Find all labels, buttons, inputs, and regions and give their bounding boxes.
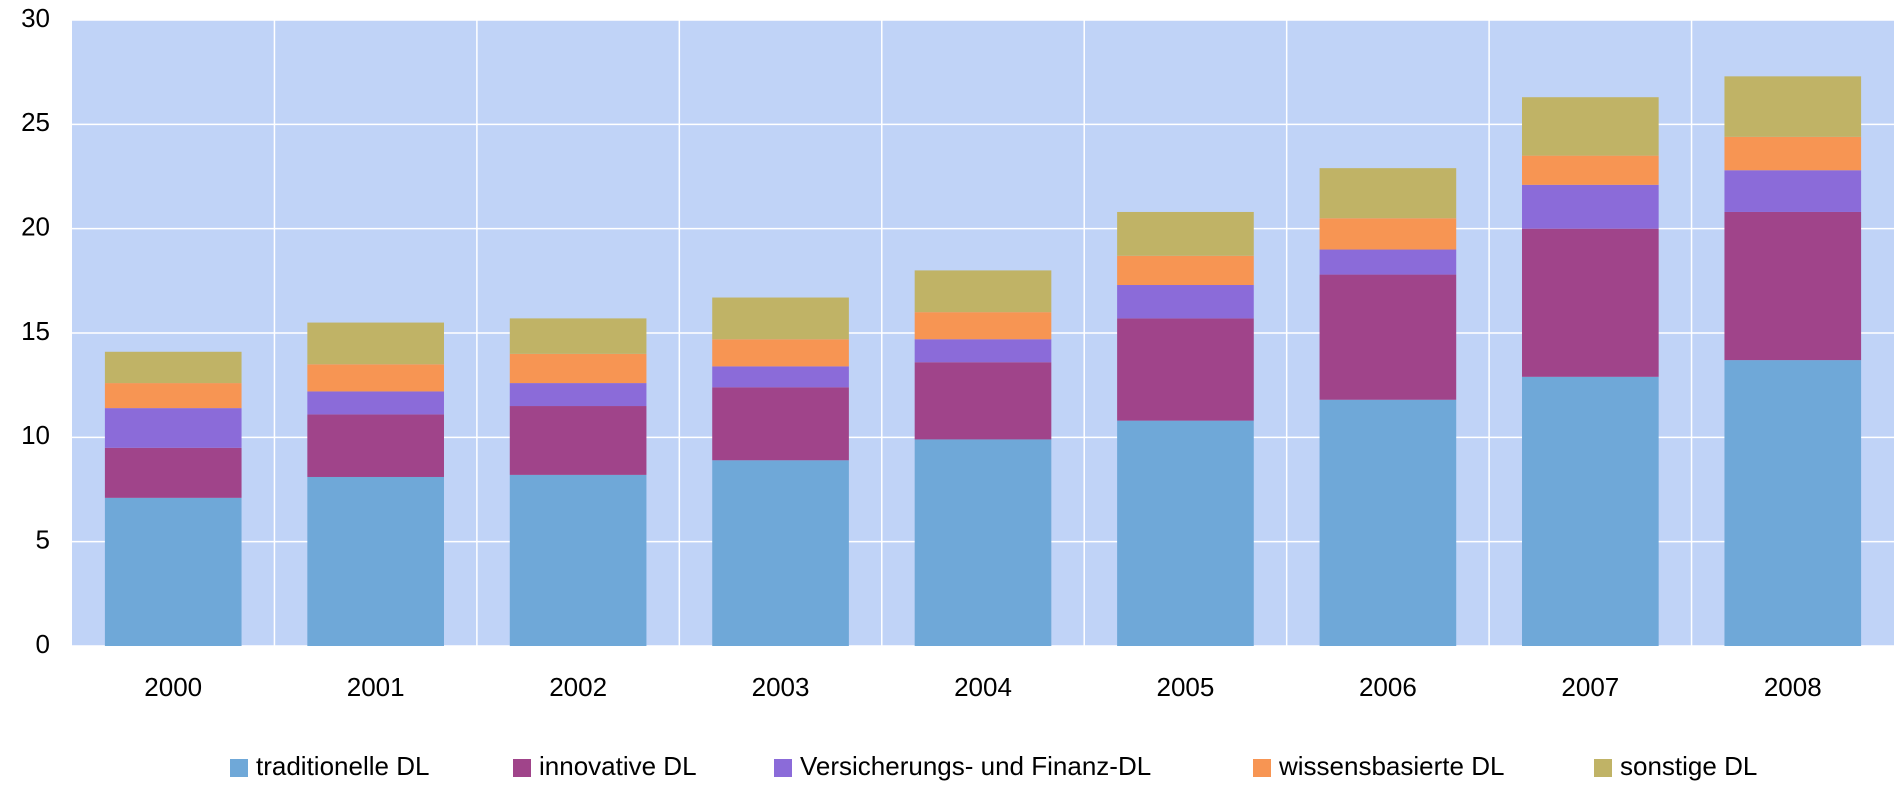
bar-segment (712, 297, 849, 340)
bar-segment (914, 270, 1052, 313)
x-tick-label: 2000 (144, 672, 202, 702)
bar-segment (1724, 360, 1862, 646)
bar-segment (104, 383, 242, 409)
bar-segment (914, 339, 1052, 363)
x-tick-label: 2008 (1764, 672, 1822, 702)
bar-segment (509, 383, 647, 407)
x-tick-label: 2003 (752, 672, 810, 702)
y-tick-label: 0 (36, 629, 50, 659)
bar-segment (104, 408, 242, 448)
x-tick-label: 2007 (1561, 672, 1619, 702)
y-tick-label: 30 (21, 3, 50, 33)
bar-segment (914, 439, 1052, 646)
bar-segment (1724, 136, 1862, 171)
legend-label: innovative DL (539, 751, 697, 781)
legend-swatch (230, 759, 248, 777)
legend-label: wissensbasierte DL (1278, 751, 1504, 781)
bar-segment (104, 447, 242, 498)
legend-label: sonstige DL (1620, 751, 1757, 781)
x-tick-label: 2006 (1359, 672, 1417, 702)
bar-segment (509, 353, 647, 384)
bar-segment (1319, 249, 1457, 275)
x-tick-label: 2004 (954, 672, 1012, 702)
y-tick-label: 20 (21, 212, 50, 242)
bar-segment (1117, 420, 1254, 646)
bar-segment (509, 318, 647, 354)
y-tick-label: 15 (21, 316, 50, 346)
x-tick-label: 2005 (1157, 672, 1215, 702)
bar-segment (307, 476, 444, 646)
legend-swatch (1594, 759, 1612, 777)
bar-segment (1522, 228, 1659, 377)
bar-segment (1117, 318, 1254, 421)
bar-segment (1724, 211, 1862, 361)
bar-segment (1319, 218, 1457, 250)
legend-swatch (1253, 759, 1271, 777)
bar-segment (1117, 285, 1254, 319)
y-tick-label: 5 (36, 525, 50, 555)
bar-segment (712, 366, 849, 388)
legend-label: traditionelle DL (256, 751, 429, 781)
legend-swatch (774, 759, 792, 777)
bar-segment (1319, 399, 1457, 646)
bar-segment (914, 312, 1052, 340)
bar-segment (1319, 274, 1457, 400)
y-tick-label: 10 (21, 420, 50, 450)
y-tick-label: 25 (21, 107, 50, 137)
bar-segment (914, 362, 1052, 440)
bar-segment (1724, 170, 1862, 212)
legend-label: Versicherungs- und Finanz-DL (800, 751, 1151, 781)
bar-segment (1117, 211, 1254, 256)
bar-segment (104, 351, 242, 384)
bar-segment (712, 339, 849, 367)
bar-segment (1522, 376, 1659, 646)
bar-segment (104, 497, 242, 646)
bar-segment (307, 322, 444, 365)
bar-segment (712, 460, 849, 646)
bar-segment (1319, 168, 1457, 219)
bar-segment (712, 387, 849, 461)
bar-segment (509, 406, 647, 475)
x-tick-label: 2001 (347, 672, 405, 702)
bar-segment (307, 391, 444, 415)
bar-segment (1724, 76, 1862, 137)
x-tick-label: 2002 (549, 672, 607, 702)
bar-segment (307, 364, 444, 392)
bar-segment (509, 474, 647, 646)
bar-segment (307, 414, 444, 477)
bar-segment (1522, 184, 1659, 229)
legend-swatch (513, 759, 531, 777)
bar-segment (1117, 255, 1254, 286)
bar-segment (1522, 155, 1659, 185)
bar-segment (1522, 97, 1659, 156)
